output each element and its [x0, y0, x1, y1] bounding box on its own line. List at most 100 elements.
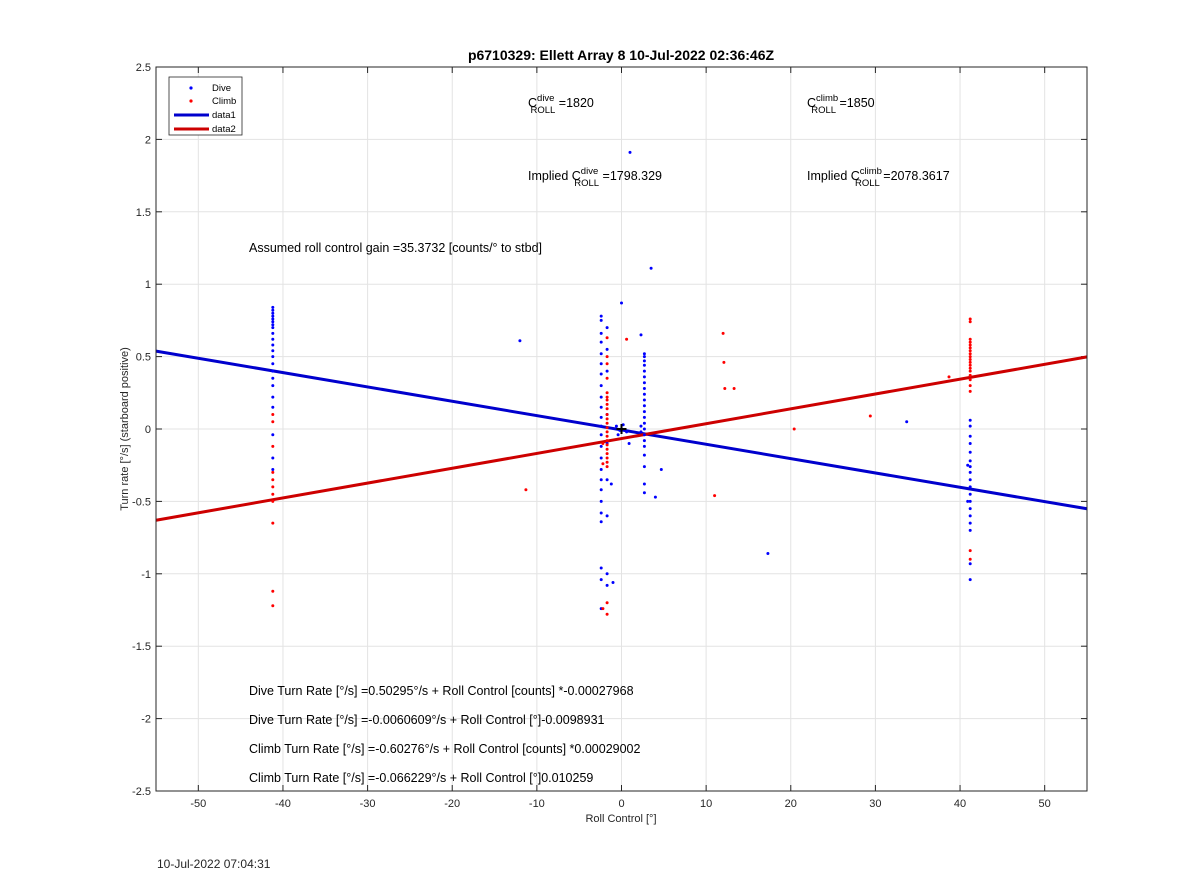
- dive-point: [968, 424, 972, 428]
- climb-point: [271, 470, 275, 474]
- climb-point: [968, 360, 972, 364]
- climb-point: [605, 601, 609, 605]
- y-tick-label: 2: [145, 134, 151, 146]
- climb-point: [605, 465, 609, 469]
- y-axis-ticks: -2.5 -2 -1.5 -1 -0.5 0 0.5 1 1.5 2 2.5: [132, 62, 1087, 798]
- climb-point: [271, 492, 275, 496]
- c-roll-climb-annotation: Cclimb ROLL =1850: [807, 93, 875, 116]
- climb-point: [601, 607, 605, 611]
- dive-point: [599, 331, 603, 335]
- dive-point: [968, 434, 972, 438]
- dive-point: [599, 433, 603, 437]
- climb-point: [271, 604, 275, 608]
- climb-point: [271, 499, 275, 503]
- climb-point: [605, 355, 609, 359]
- dive-point: [599, 318, 603, 322]
- y-tick-label: 0.5: [136, 352, 151, 364]
- dive-point: [642, 387, 646, 390]
- climb-counts-equation: Climb Turn Rate [°/s] =-0.60276°/s + Rol…: [249, 742, 641, 756]
- dive-point: [599, 314, 603, 318]
- dive-point: [649, 266, 653, 270]
- dive-point: [642, 398, 646, 402]
- climb-point: [968, 355, 972, 359]
- dive-point: [642, 369, 646, 373]
- climb-point: [605, 362, 609, 366]
- dive-point: [599, 405, 603, 409]
- climb-point: [605, 421, 609, 425]
- dive-point: [968, 465, 972, 469]
- dive-point: [271, 349, 275, 353]
- dive-point: [968, 442, 972, 445]
- climb-point: [968, 343, 972, 347]
- x-tick-label: 10: [700, 798, 712, 810]
- climb-point: [271, 485, 275, 489]
- dive-point: [599, 578, 603, 582]
- dive-point: [271, 326, 275, 330]
- dive-point: [968, 470, 972, 474]
- dive-point: [642, 439, 646, 443]
- x-tick-label: 20: [785, 798, 797, 810]
- dive-point: [605, 369, 609, 373]
- dive-point: [968, 562, 972, 566]
- climb-point: [271, 589, 275, 593]
- dive-point: [605, 347, 609, 351]
- x-tick-label: 40: [954, 798, 966, 810]
- dive-point: [642, 363, 646, 367]
- x-tick-label: -20: [444, 798, 460, 810]
- climb-point: [968, 549, 972, 553]
- dive-point: [642, 465, 646, 469]
- climb-point: [968, 384, 972, 388]
- dive-point: [642, 392, 646, 396]
- climb-point: [271, 444, 275, 448]
- dive-point: [966, 499, 970, 503]
- dive-point: [642, 433, 646, 437]
- y-tick-label: -2: [141, 714, 151, 726]
- plot-frame: [155, 66, 1088, 792]
- dive-point: [271, 337, 275, 341]
- dive-point: [599, 415, 603, 419]
- climb-point: [601, 442, 605, 445]
- dive-point: [605, 478, 609, 482]
- dive-point: [271, 395, 275, 399]
- dive-point: [271, 308, 275, 312]
- dive-point: [599, 362, 603, 366]
- x-tick-label: 30: [869, 798, 881, 810]
- dive-point: [653, 495, 657, 499]
- y-tick-label: 0: [145, 424, 151, 436]
- dive-point: [968, 499, 972, 503]
- dive-point: [599, 424, 603, 428]
- dive-point: [642, 381, 646, 385]
- dive-point: [271, 355, 275, 359]
- dive-point: [642, 415, 646, 419]
- dive-point: [614, 424, 618, 428]
- climb-point: [605, 417, 609, 421]
- dive-point: [271, 331, 275, 335]
- dive-point: [968, 514, 972, 518]
- dive-point: [599, 499, 603, 503]
- y-tick-label: 2.5: [136, 62, 151, 74]
- dive-point: [642, 410, 646, 414]
- dive-point: [271, 323, 275, 327]
- climb-point: [968, 557, 972, 561]
- climb-point: [605, 398, 609, 402]
- climb-point: [605, 376, 609, 380]
- dive-point: [642, 359, 646, 363]
- dive-point: [605, 583, 609, 587]
- climb-point: [605, 407, 609, 411]
- climb-point: [792, 427, 796, 431]
- climb-point: [605, 447, 609, 451]
- dive-point: [642, 444, 646, 448]
- climb-point: [721, 331, 725, 335]
- climb-point: [732, 387, 736, 390]
- dive-point: [271, 433, 275, 437]
- dive-point: [968, 478, 972, 482]
- dive-point: [599, 372, 603, 376]
- climb-point: [947, 375, 951, 379]
- dive-point: [599, 468, 603, 471]
- dive-point: [966, 463, 970, 467]
- dive-point: [271, 468, 275, 471]
- legend-data2-label: data2: [212, 124, 236, 135]
- dive-point: [766, 552, 770, 555]
- climb-point: [605, 430, 609, 434]
- dive-point: [271, 456, 275, 460]
